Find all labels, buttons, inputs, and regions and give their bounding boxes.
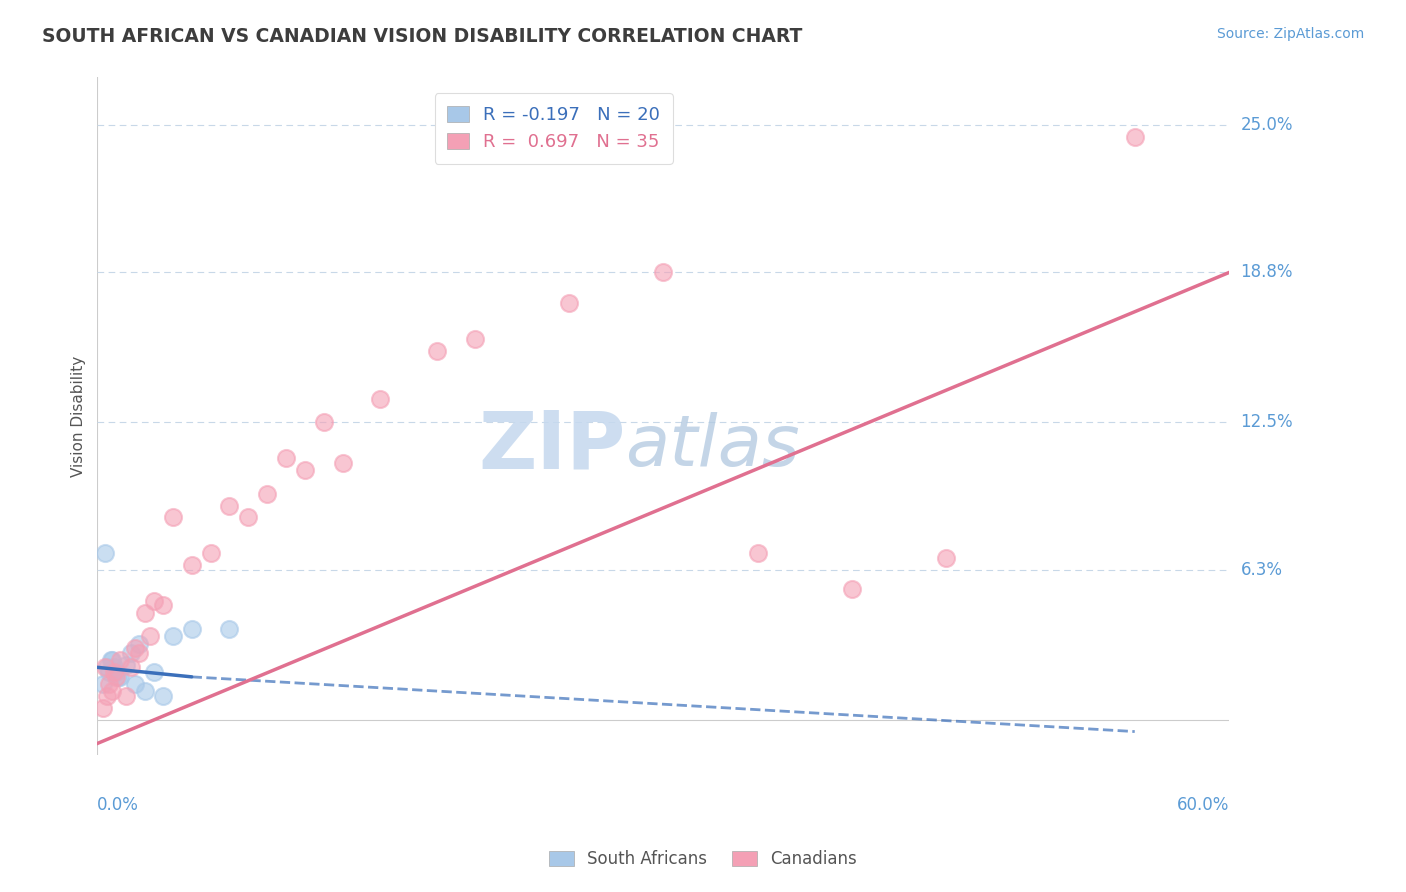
Point [200,546,222,560]
Point [134,684,156,698]
Point [120,660,142,674]
Point [91,700,114,714]
Point [152,599,174,613]
Point [142,593,165,607]
Point [294,463,316,477]
Text: 25.0%: 25.0% [1240,116,1294,134]
Point [103,660,125,674]
Point [652,265,675,279]
Text: 60.0%: 60.0% [1177,796,1229,814]
Point [97,665,120,679]
Point [558,296,581,310]
Text: ZIP: ZIP [478,407,626,485]
Point [96,689,118,703]
Text: 12.5%: 12.5% [1240,413,1294,432]
Point [747,546,769,560]
Point [94,660,117,674]
Text: 18.8%: 18.8% [1240,263,1294,282]
Point [108,670,131,684]
Point [426,343,449,358]
Point [96,660,118,674]
Point [180,558,202,572]
Text: atlas: atlas [626,411,800,481]
Legend: R = -0.197   N = 20, R =  0.697   N = 35: R = -0.197 N = 20, R = 0.697 N = 35 [434,94,673,164]
Point [105,665,128,679]
Point [105,670,128,684]
Point [97,677,120,691]
Point [128,646,150,660]
Legend: South Africans, Canadians: South Africans, Canadians [543,844,863,875]
Point [162,629,184,643]
Text: Source: ZipAtlas.com: Source: ZipAtlas.com [1216,27,1364,41]
Point [218,622,240,636]
Point [128,636,150,650]
Point [101,653,124,667]
Point [256,486,278,500]
Point [101,684,124,698]
Point [464,332,486,346]
Point [108,653,131,667]
Point [114,657,136,672]
Text: 6.3%: 6.3% [1240,561,1282,579]
Point [124,677,146,691]
Point [274,450,297,465]
Point [162,510,184,524]
Point [139,629,162,643]
Point [120,646,142,660]
Point [368,392,391,406]
Point [142,665,165,679]
Point [218,499,240,513]
Point [114,689,136,703]
Point [332,456,354,470]
Text: SOUTH AFRICAN VS CANADIAN VISION DISABILITY CORRELATION CHART: SOUTH AFRICAN VS CANADIAN VISION DISABIL… [42,27,803,45]
Point [94,546,117,560]
Point [100,653,122,667]
Y-axis label: Vision Disability: Vision Disability [72,356,86,477]
Point [1123,129,1146,144]
Point [91,677,114,691]
Text: 0.0%: 0.0% [97,796,139,814]
Point [312,415,335,429]
Point [180,622,202,636]
Point [124,641,146,656]
Point [841,582,863,596]
Point [238,510,260,524]
Point [134,606,156,620]
Point [103,665,125,679]
Point [935,550,957,565]
Point [107,670,129,684]
Point [152,689,174,703]
